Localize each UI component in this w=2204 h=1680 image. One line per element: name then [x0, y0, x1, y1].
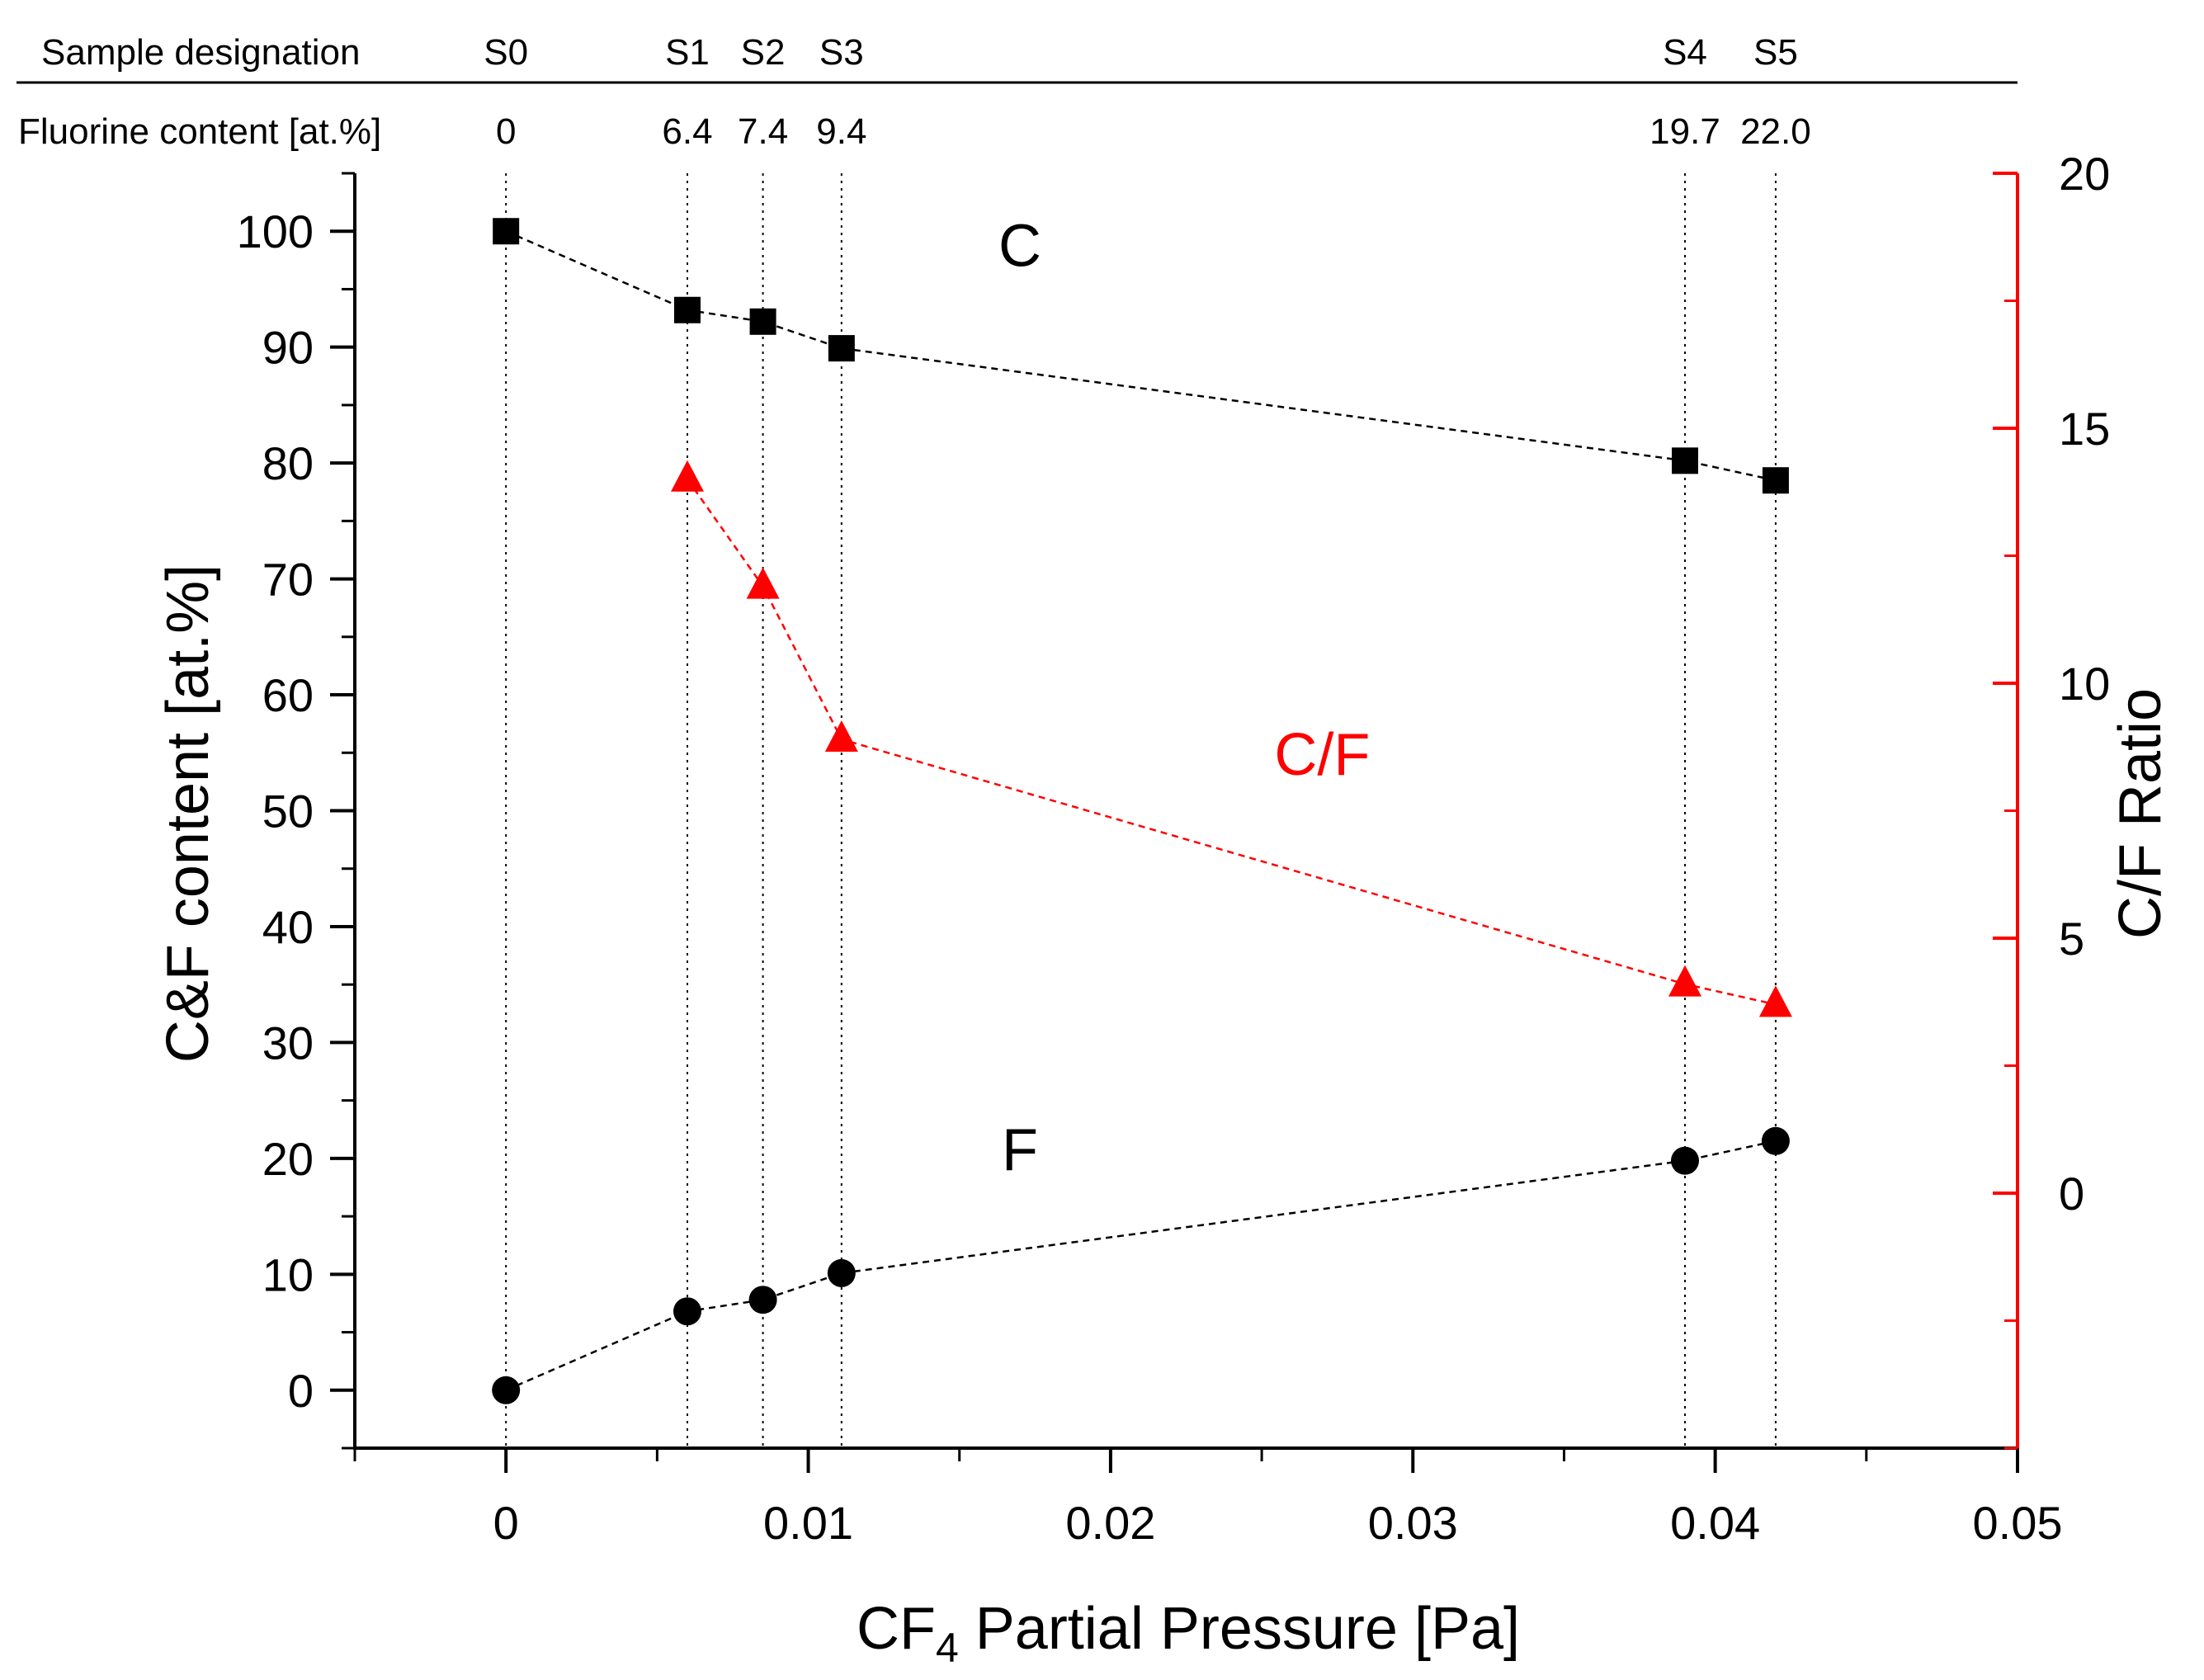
header-sample-name: S5 [1753, 32, 1798, 73]
header-fluorine-value: 22.0 [1740, 111, 1811, 152]
data-point-square [674, 296, 701, 323]
header-sample-name: S1 [665, 32, 710, 73]
header-fluorine-value: 0 [496, 111, 516, 152]
data-point-circle [673, 1297, 701, 1326]
y-axis-title: C&F content [at.%] [155, 564, 221, 1063]
data-point-square [828, 335, 855, 362]
y2-tick-label: 10 [2059, 658, 2110, 710]
x-axis-ticks: 0 0.01 0.02 0.03 0.04 0.05 [353, 1448, 2063, 1549]
header-samples: S0 0 S1 6.4 S2 7.4 S3 9.4 S4 19.7 S5 22.0 [484, 32, 1810, 152]
x-tick-label: 0.01 [763, 1497, 853, 1549]
y-tick-label: 10 [262, 1248, 314, 1300]
data-point-circle [827, 1258, 856, 1287]
axes [353, 173, 2019, 1450]
data-point-square [493, 218, 520, 245]
y2-tick-label: 0 [2059, 1168, 2084, 1220]
data-point-triangle [746, 567, 780, 599]
series-line [505, 1140, 1777, 1391]
x-tick-label: 0 [493, 1497, 519, 1549]
series-f [492, 1126, 1790, 1404]
x-tick-label: 0.02 [1065, 1497, 1155, 1549]
x-axis-title-rest: Partial Pressure [Pa] [959, 1596, 1520, 1662]
x-axis-title-subscript: 4 [936, 1625, 959, 1671]
series-c [493, 218, 1789, 494]
y-tick-label: 20 [262, 1133, 314, 1185]
sample-guide-lines [505, 173, 1777, 1448]
header-sample-name: S0 [484, 32, 528, 73]
data-point-square [1762, 467, 1789, 494]
y-tick-label: 60 [262, 669, 314, 721]
y-tick-label: 50 [262, 786, 314, 838]
data-point-square [1672, 447, 1698, 474]
header-sample-name: S2 [741, 32, 786, 73]
data-point-circle [1761, 1126, 1790, 1155]
series-labels: C F C/F [998, 213, 1370, 1183]
y-tick-label: 30 [262, 1017, 314, 1069]
y-tick-label: 80 [262, 437, 314, 489]
y-axis-ticks: 0 10 20 30 40 50 60 70 80 90 100 [237, 172, 355, 1450]
y2-tick-label: 5 [2059, 913, 2084, 965]
sample-header: Sample designation Fluorine content [at.… [17, 32, 2018, 152]
data-point-circle [492, 1376, 521, 1404]
y-tick-label: 100 [237, 205, 314, 257]
data-point-circle [1671, 1146, 1699, 1175]
data-point-triangle [1668, 965, 1701, 997]
series-line [505, 230, 1777, 482]
series-c-f [671, 460, 1792, 1017]
data-point-square [749, 308, 776, 335]
header-sample-name: S3 [819, 32, 864, 73]
y2-tick-label: 15 [2059, 403, 2110, 455]
x-axis-title-main: CF [857, 1596, 936, 1662]
data-point-triangle [671, 460, 704, 492]
data-point-circle [748, 1286, 777, 1314]
y2-axis-ticks: 0 5 10 15 20 [1993, 148, 2110, 1450]
series-label: C/F [1274, 722, 1370, 788]
data-point-triangle [1758, 985, 1792, 1017]
x-tick-label: 0.05 [1973, 1497, 2063, 1549]
x-tick-label: 0.04 [1670, 1497, 1760, 1549]
y-tick-label: 40 [262, 901, 314, 953]
y2-axis-title: C/F Ratio [2107, 688, 2173, 939]
x-axis-title: CF4 Partial Pressure [Pa] [857, 1596, 1520, 1671]
header-fluorine-value: 6.4 [662, 111, 712, 152]
series [492, 218, 1792, 1404]
header-fluorine-value: 7.4 [738, 111, 788, 152]
data-point-triangle [824, 720, 858, 752]
y-tick-label: 0 [288, 1365, 314, 1417]
header-sample-designation-label: Sample designation [41, 32, 360, 73]
y2-tick-label: 20 [2059, 148, 2110, 200]
header-fluorine-value: 19.7 [1649, 111, 1720, 152]
header-fluorine-content-label: Fluorine content [at.%] [18, 111, 381, 152]
y-tick-label: 70 [262, 554, 314, 606]
header-sample-name: S4 [1663, 32, 1707, 73]
y-tick-label: 90 [262, 322, 314, 374]
series-label: C [998, 213, 1041, 279]
x-tick-label: 0.03 [1368, 1497, 1458, 1549]
header-fluorine-value: 9.4 [816, 111, 866, 152]
series-label: F [1002, 1117, 1038, 1183]
